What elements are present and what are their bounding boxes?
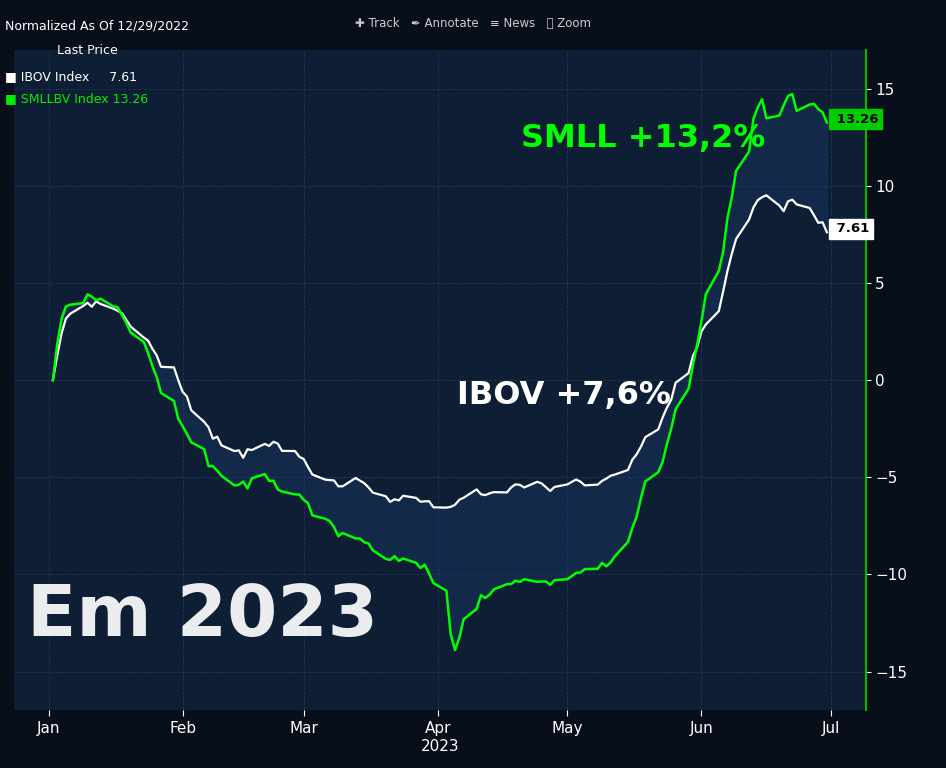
X-axis label: 2023: 2023: [421, 739, 459, 753]
Text: IBOV +7,6%: IBOV +7,6%: [457, 380, 671, 411]
Text: Normalized As Of 12/29/2022: Normalized As Of 12/29/2022: [5, 19, 189, 32]
Text: SMLL +13,2%: SMLL +13,2%: [520, 123, 765, 154]
Text: 13.26: 13.26: [832, 113, 879, 126]
Text: ✚ Track   ✒ Annotate   ≡ News   🔍 Zoom: ✚ Track ✒ Annotate ≡ News 🔍 Zoom: [355, 17, 591, 30]
Text: Em 2023: Em 2023: [26, 582, 378, 651]
Text: Last Price: Last Price: [57, 44, 117, 57]
Text: 7.61: 7.61: [832, 222, 869, 235]
Text: ■ IBOV Index     7.61: ■ IBOV Index 7.61: [5, 70, 137, 83]
Text: ■ SMLLBV Index 13.26: ■ SMLLBV Index 13.26: [5, 92, 148, 105]
